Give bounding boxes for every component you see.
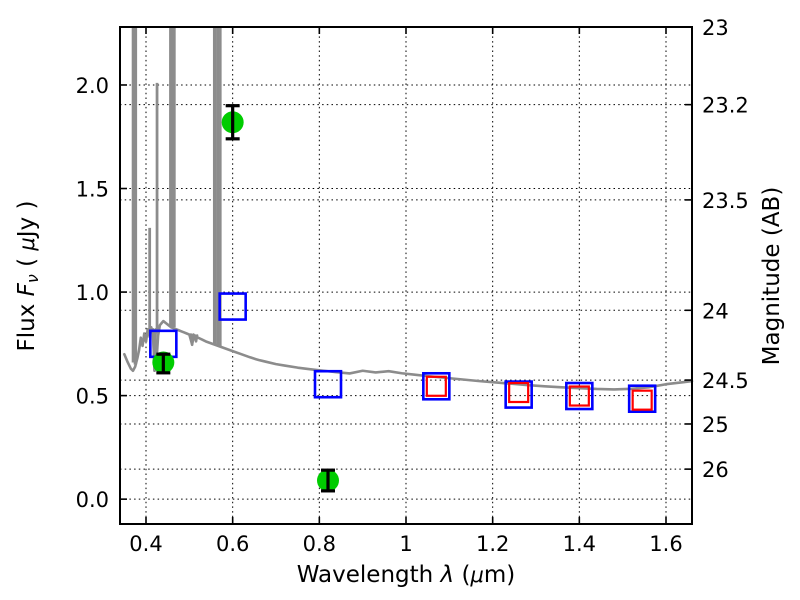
x-axis-title-mu: μ [469,563,483,587]
y-axis-title: Flux Fν ( μJy ) [14,201,42,352]
y-tick-label: 2.0 [76,74,109,98]
model-spectrum-curve [123,319,694,391]
y2-tick-label: 23.5 [702,189,749,213]
x-axis-title-prefix: Wavelength [297,562,441,588]
data-markers [149,104,657,493]
y2-tick-label: 25 [702,413,729,437]
x-tick-label: 1.4 [563,532,596,556]
axis-tick-labels: 0.4 0.6 0.8 1 1.2 1.4 1.6 0.0 0.5 1.0 1.5 2.0 23 23.2… [76,16,749,556]
x-axis-title-unit: m) [484,562,515,588]
photometry-square-blue [565,381,594,411]
x-tick-label: 0.4 [129,532,162,556]
x-axis-title-open: ( [454,562,470,588]
y-tick-label: 0.5 [76,385,109,409]
plot-frame [119,26,693,525]
x-tick-label: 1.6 [649,532,682,556]
y-axis-title-unit: ( [14,251,40,275]
emission-lines [131,27,222,365]
y-tick-label: 0.0 [76,488,109,512]
y2-tick-label: 23 [702,16,729,40]
photometry-square-red [631,389,653,411]
y2-tick-label: 24.5 [702,369,749,393]
y-tick-label: 1.5 [76,178,109,202]
x-axis-title: Wavelength λ (μm) [297,562,515,588]
spectrum-continuum [123,319,694,391]
y2-axis-title: Magnitude (AB) [759,187,785,366]
gridlines [120,27,692,524]
absorption-dip [151,328,158,373]
photometry-square-blue [313,369,343,399]
y2-axis-title-text: Magnitude (AB) [759,187,785,366]
y-axis-title-jy: Jy ) [14,201,40,240]
axes-frame [119,26,693,525]
photometry-square-blue [422,371,451,401]
x-tick-label: 0.8 [303,532,336,556]
y2-tick-label: 23.2 [702,94,749,118]
y-axis-title-sub: ν [23,274,42,283]
x-tick-label: 1 [399,532,412,556]
svg-text:Flux Fν ( μJy ): Flux Fν ( μJy ) [14,201,42,352]
photometry-square-red [425,375,447,397]
axis-ticks [120,26,692,524]
photometry-square-blue [218,292,247,321]
y2-tick-label: 26 [702,458,729,482]
y-axis-title-symbol: F [14,282,40,296]
photometry-square-blue [504,380,533,409]
photometry-square-red [568,385,590,407]
svg-text:Wavelength λ (μm): Wavelength λ (μm) [297,562,515,588]
x-tick-label: 1.2 [476,532,509,556]
y-axis-title-prefix: Flux [14,296,40,351]
y-tick-label: 1.0 [76,281,109,305]
photometry-square-blue [627,384,657,414]
photometry-square-red [508,381,530,404]
y2-tick-label: 24 [702,299,729,323]
x-tick-label: 0.6 [216,532,249,556]
absorption-dip [193,334,199,343]
x-axis-title-symbol: λ [439,562,455,588]
y-axis-title-mu: μ [15,237,39,251]
absorption-dip [189,333,195,347]
